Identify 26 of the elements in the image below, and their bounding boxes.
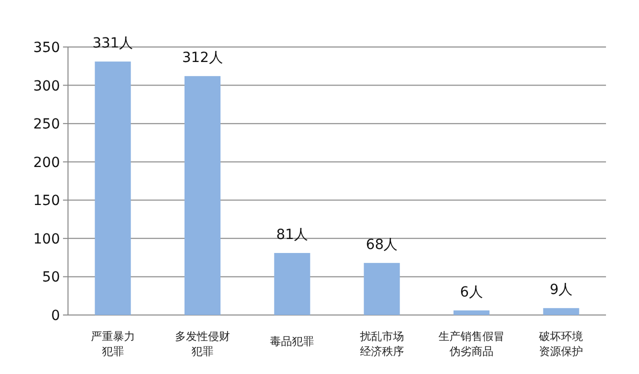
data-label: 9人 [550,282,573,298]
y-tick-label: 50 [42,270,60,286]
x-tick-label: 多发性侵财犯罪 [175,330,230,358]
y-tick-label: 0 [51,308,60,324]
x-tick-label: 严重暴力犯罪 [90,330,135,358]
y-tick-label: 350 [33,40,60,56]
bar [543,308,580,315]
bar [184,76,220,315]
y-tick-label: 150 [33,193,60,210]
data-label: 81人 [276,226,308,243]
x-tick-label: 扰乱市场经济秩序 [358,330,404,358]
data-label: 68人 [366,236,398,253]
x-tick-label: 毒品犯罪 [270,335,314,348]
data-label: 6人 [460,284,483,300]
y-tick-label: 250 [33,116,60,133]
y-tick-label: 200 [33,154,60,171]
bar [364,262,400,315]
bar [454,310,490,315]
x-tick-label: 生产销售假冒伪劣商品 [438,330,504,358]
y-tick-label: 100 [33,231,60,248]
x-tick-label: 破坏环境资源保护 [538,330,584,358]
data-label: 331人 [92,36,134,52]
y-tick-label: 300 [33,78,60,94]
data-label: 312人 [182,50,223,66]
bar [94,62,131,315]
bar [274,252,310,315]
